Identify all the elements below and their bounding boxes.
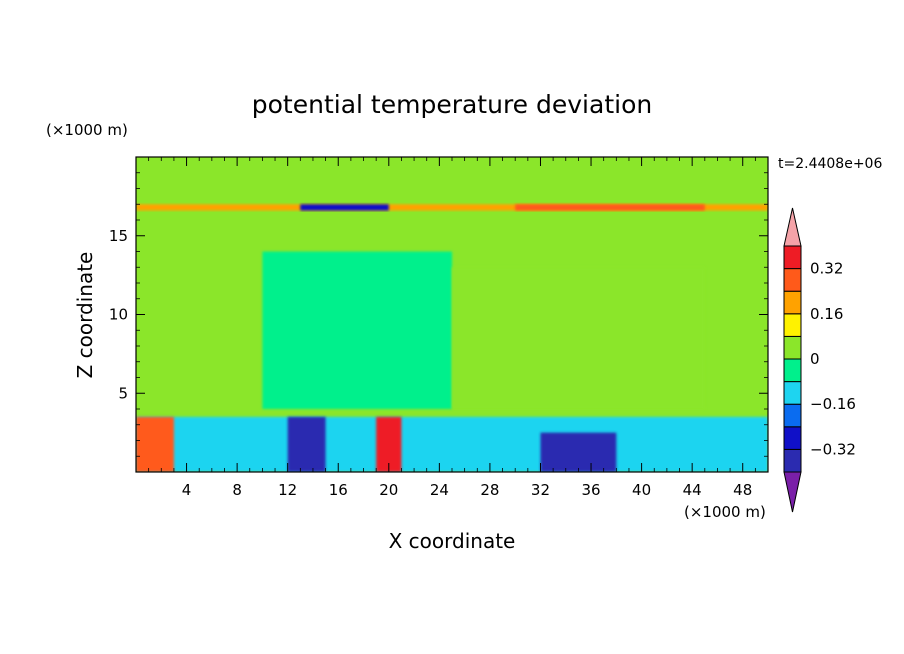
x-tick-label: 8: [232, 481, 242, 499]
x-tick-label: 44: [683, 481, 702, 499]
colorbar-top-arrow: [783, 207, 802, 247]
y-axis: 5 10 15: [109, 172, 768, 457]
colorbar-swatch: [783, 448, 802, 473]
y-tick-label: 5: [118, 384, 128, 402]
field-region: [136, 204, 768, 211]
x-tick-label: 20: [379, 481, 398, 499]
field-region: [515, 204, 705, 211]
x-tick-label: 24: [430, 481, 449, 499]
colorbar-swatch: [783, 335, 802, 360]
colorbar-label: 0.16: [810, 305, 843, 323]
time-label: t=2.4408e+06: [778, 156, 882, 172]
x-axis: 4 8 12 16 20 24 28 32 36 40 44 48: [148, 157, 756, 499]
field-region: [262, 251, 452, 409]
y-tick-label: 15: [109, 227, 128, 245]
colorbar-swatch: [783, 358, 802, 383]
x-tick-label: 4: [182, 481, 192, 499]
colorbar-label: 0.32: [810, 260, 843, 278]
field-region: [136, 416, 768, 472]
colorbar-swatch: [783, 245, 802, 270]
colorbar-swatch: [783, 426, 802, 450]
field-region: [300, 204, 389, 211]
x-tick-label: 28: [480, 481, 499, 499]
x-tick-label: 48: [733, 481, 752, 499]
colorbar: 0.32 0.16 0 −0.16 −0.32: [783, 207, 856, 513]
y-tick-label: 10: [109, 306, 128, 324]
colorbar-bottom-arrow: [783, 471, 802, 513]
colorbar-swatch: [783, 403, 802, 428]
y-axis-label: Z coordinate: [73, 252, 97, 379]
colorbar-swatch: [783, 268, 802, 292]
field-region: [540, 432, 617, 472]
colorbar-swatch: [783, 290, 802, 315]
field-region: [452, 267, 705, 409]
x-axis-unit: (×1000 m): [684, 503, 766, 521]
field-region: [136, 416, 174, 472]
chart-title: potential temperature deviation: [252, 90, 652, 119]
x-tick-label: 40: [632, 481, 651, 499]
colorbar-label: −0.16: [810, 395, 856, 413]
x-axis-label: X coordinate: [389, 529, 516, 553]
colorbar-label: 0: [810, 350, 820, 368]
colorbar-swatch: [783, 313, 802, 337]
x-tick-label: 16: [329, 481, 348, 499]
field-region: [376, 416, 402, 472]
field-region: [287, 416, 326, 472]
y-axis-unit: (×1000 m): [46, 121, 128, 139]
x-tick-label: 36: [581, 481, 600, 499]
colorbar-swatch: [783, 381, 802, 405]
colorbar-label: −0.32: [810, 440, 856, 458]
contour-field: [136, 157, 768, 472]
x-tick-label: 12: [278, 481, 297, 499]
x-tick-label: 32: [531, 481, 550, 499]
